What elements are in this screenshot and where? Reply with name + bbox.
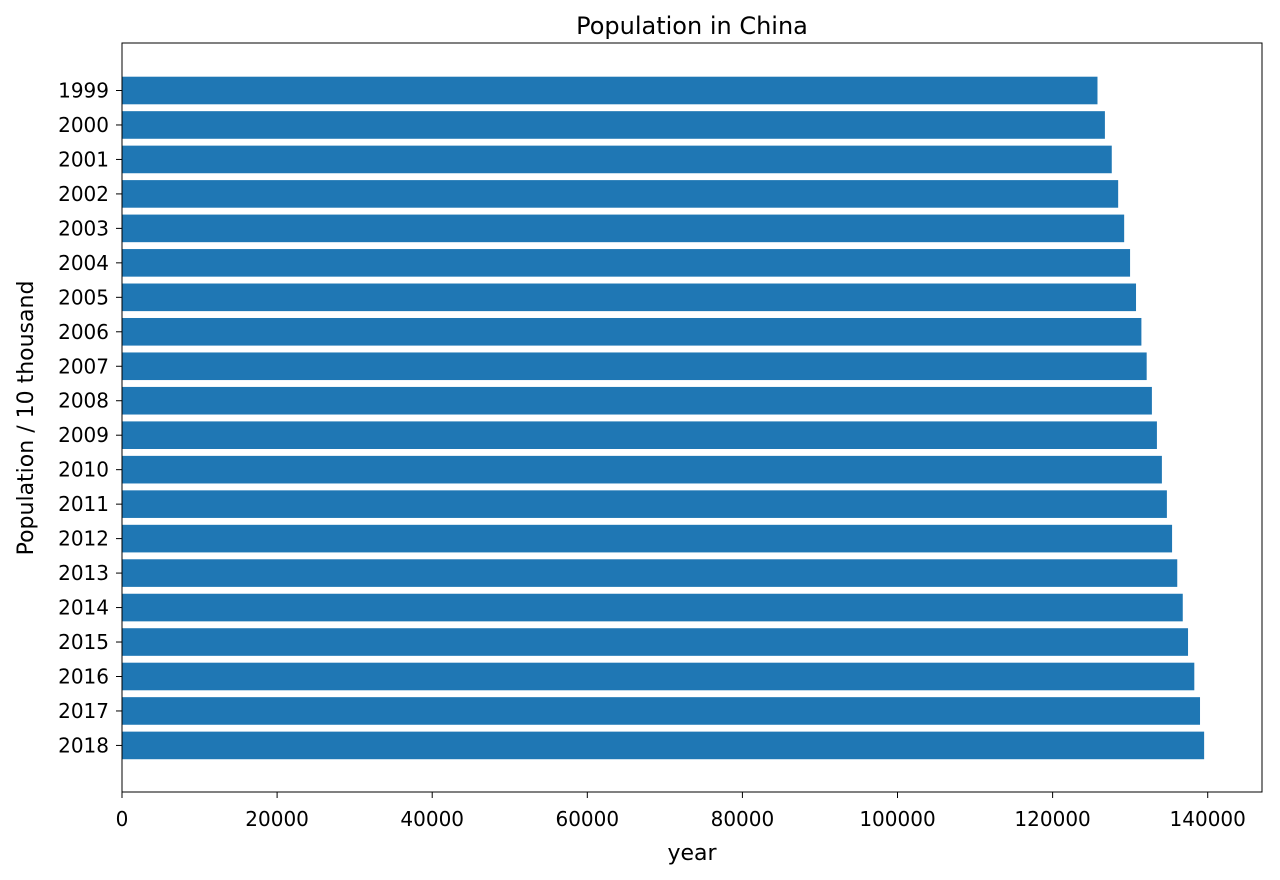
bar-2000	[122, 111, 1105, 139]
plot-frame	[121, 42, 1263, 793]
x-tick-label: 60000	[555, 807, 619, 831]
x-tick-label: 100000	[859, 807, 935, 831]
y-tick-label: 2011	[58, 492, 109, 516]
y-tick-label: 2001	[58, 147, 109, 171]
x-tick-label: 120000	[1014, 807, 1090, 831]
y-tick-label: 2003	[58, 216, 109, 240]
y-tick-label: 2017	[58, 699, 109, 723]
x-axis-label: year	[667, 841, 717, 866]
y-tick-label: 2014	[58, 596, 109, 620]
y-tick-label: 2005	[58, 285, 109, 309]
bar-2016	[122, 662, 1195, 691]
x-tick-label: 0	[116, 807, 129, 831]
bar-2017	[122, 697, 1201, 725]
x-tick-label: 20000	[245, 807, 309, 831]
x-tick-label: 80000	[711, 807, 775, 831]
y-tick-label: 2009	[58, 423, 109, 447]
chart-title: Population in China	[576, 12, 808, 40]
bar-1999	[122, 76, 1098, 105]
y-tick-label: 2002	[58, 182, 109, 206]
y-tick-label: 2010	[58, 458, 109, 482]
y-tick-label: 2004	[58, 251, 109, 275]
y-tick-label: 2008	[58, 389, 109, 413]
bar-2009	[122, 421, 1157, 449]
y-axis-ticks: 1999 2000 2001 2002 2003 2004 2005 2006 2007 2008…	[58, 79, 122, 757]
bar-2014	[122, 593, 1183, 622]
y-tick-label: 2006	[58, 320, 109, 344]
bar-2005	[122, 283, 1137, 312]
y-tick-label: 2007	[58, 354, 109, 378]
bar-2008	[122, 386, 1152, 415]
bar-2013	[122, 559, 1178, 587]
bar-2011	[122, 490, 1167, 518]
y-tick-label: 2000	[58, 113, 109, 137]
y-axis-label: Population / 10 thousand	[14, 281, 39, 556]
y-tick-label: 2018	[58, 733, 109, 757]
x-axis-ticks: 0 20000 40000 60000 80000 100000 120000 140000	[116, 792, 1246, 831]
y-tick-label: 2012	[58, 527, 109, 551]
bar-2001	[122, 145, 1112, 174]
bar-2006	[122, 317, 1142, 346]
bars-group	[122, 76, 1205, 760]
bar-2004	[122, 249, 1131, 277]
y-tick-label: 2015	[58, 630, 109, 654]
x-tick-label: 140000	[1170, 807, 1246, 831]
bar-2015	[122, 628, 1189, 656]
y-tick-label: 2016	[58, 664, 109, 688]
bar-2012	[122, 524, 1173, 553]
x-tick-label: 40000	[400, 807, 464, 831]
bar-2003	[122, 214, 1125, 243]
y-tick-label: 2013	[58, 561, 109, 585]
bar-2010	[122, 455, 1162, 484]
bar-2002	[122, 180, 1119, 208]
bar-2018	[122, 731, 1205, 760]
bar-2007	[122, 352, 1147, 381]
y-tick-label: 1999	[58, 79, 109, 103]
